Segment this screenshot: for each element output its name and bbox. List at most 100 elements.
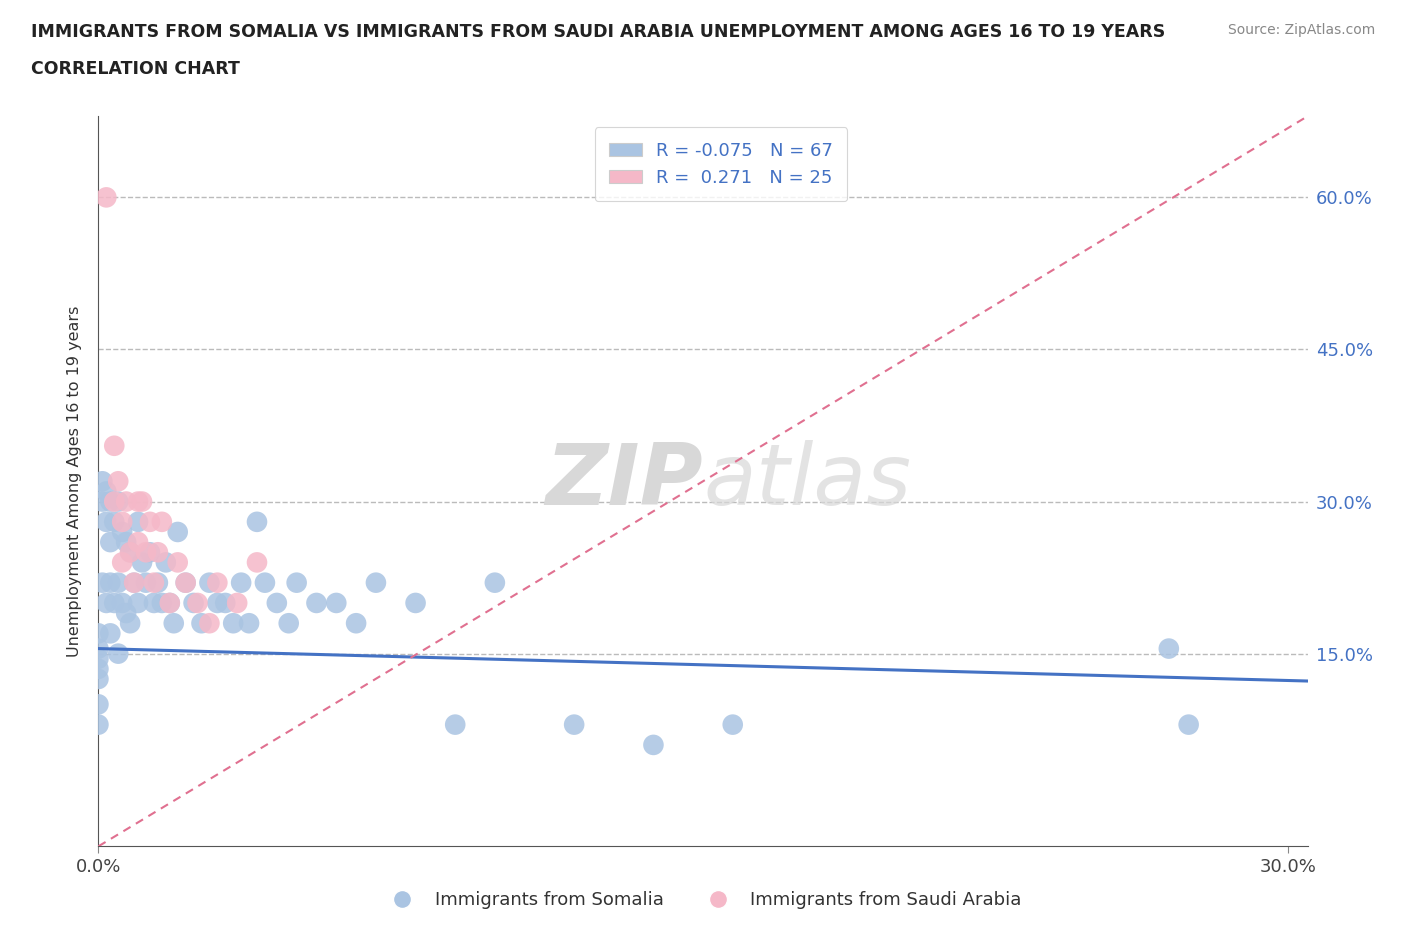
Point <box>98 576 121 591</box>
Point <box>103 438 125 453</box>
Point <box>127 514 149 529</box>
Point <box>266 595 288 610</box>
Point <box>127 494 149 509</box>
Point <box>107 474 129 489</box>
Point <box>98 626 121 641</box>
Point <box>150 595 173 610</box>
Point <box>222 616 245 631</box>
Point <box>344 616 367 631</box>
Point <box>96 514 118 529</box>
Point <box>226 595 249 610</box>
Point <box>135 576 157 591</box>
Point <box>115 535 138 550</box>
Point <box>207 595 229 610</box>
Point <box>186 595 208 610</box>
Point <box>159 595 181 610</box>
Point <box>87 697 110 711</box>
Point <box>142 595 165 610</box>
Point <box>562 717 585 732</box>
Point <box>103 514 125 529</box>
Point <box>91 576 114 591</box>
Legend: R = -0.075   N = 67, R =  0.271   N = 25: R = -0.075 N = 67, R = 0.271 N = 25 <box>595 127 848 201</box>
Point <box>107 494 129 509</box>
Point <box>146 545 169 560</box>
Point <box>364 576 387 591</box>
Point <box>111 555 134 570</box>
Point <box>115 605 138 620</box>
Point <box>246 514 269 529</box>
Point <box>405 595 427 610</box>
Point <box>87 651 110 666</box>
Text: atlas: atlas <box>703 440 911 523</box>
Point <box>325 595 347 610</box>
Point <box>174 576 197 591</box>
Point <box>198 616 221 631</box>
Text: Source: ZipAtlas.com: Source: ZipAtlas.com <box>1227 23 1375 37</box>
Point <box>135 545 157 560</box>
Point <box>159 595 181 610</box>
Point <box>98 535 121 550</box>
Y-axis label: Unemployment Among Ages 16 to 19 years: Unemployment Among Ages 16 to 19 years <box>67 306 83 657</box>
Point <box>139 514 162 529</box>
Point <box>721 717 744 732</box>
Point <box>198 576 221 591</box>
Point <box>163 616 186 631</box>
Text: IMMIGRANTS FROM SOMALIA VS IMMIGRANTS FROM SAUDI ARABIA UNEMPLOYMENT AMONG AGES : IMMIGRANTS FROM SOMALIA VS IMMIGRANTS FR… <box>31 23 1166 41</box>
Point <box>444 717 467 732</box>
Point <box>142 576 165 591</box>
Point <box>190 616 212 631</box>
Point <box>146 576 169 591</box>
Point <box>155 555 177 570</box>
Text: CORRELATION CHART: CORRELATION CHART <box>31 60 240 78</box>
Point <box>87 717 110 732</box>
Point <box>103 595 125 610</box>
Point <box>91 474 114 489</box>
Point <box>253 576 276 591</box>
Point <box>91 494 114 509</box>
Point <box>111 514 134 529</box>
Point <box>285 576 308 591</box>
Point <box>107 646 129 661</box>
Point <box>484 576 506 591</box>
Point <box>107 576 129 591</box>
Point <box>96 595 118 610</box>
Legend: Immigrants from Somalia, Immigrants from Saudi Arabia: Immigrants from Somalia, Immigrants from… <box>377 884 1029 916</box>
Point <box>166 525 188 539</box>
Point <box>122 576 145 591</box>
Text: ZIP: ZIP <box>546 440 703 523</box>
Point <box>115 494 138 509</box>
Point <box>87 661 110 676</box>
Point <box>277 616 299 631</box>
Point <box>305 595 328 610</box>
Point <box>111 525 134 539</box>
Point <box>207 576 229 591</box>
Point <box>183 595 205 610</box>
Point <box>174 576 197 591</box>
Point <box>87 641 110 656</box>
Point <box>1177 717 1199 732</box>
Point <box>1157 641 1180 656</box>
Point <box>127 595 149 610</box>
Point <box>96 484 118 498</box>
Point <box>120 616 142 631</box>
Point <box>139 545 162 560</box>
Point <box>643 737 665 752</box>
Point <box>120 545 142 560</box>
Point <box>150 514 173 529</box>
Point <box>214 595 236 610</box>
Point <box>103 494 125 509</box>
Point <box>111 595 134 610</box>
Point <box>238 616 260 631</box>
Point <box>166 555 188 570</box>
Point <box>87 671 110 686</box>
Point <box>87 626 110 641</box>
Point <box>98 494 121 509</box>
Point <box>231 576 253 591</box>
Point <box>246 555 269 570</box>
Point <box>96 190 118 205</box>
Point <box>127 535 149 550</box>
Point <box>122 576 145 591</box>
Point <box>131 494 153 509</box>
Point <box>120 545 142 560</box>
Point <box>131 555 153 570</box>
